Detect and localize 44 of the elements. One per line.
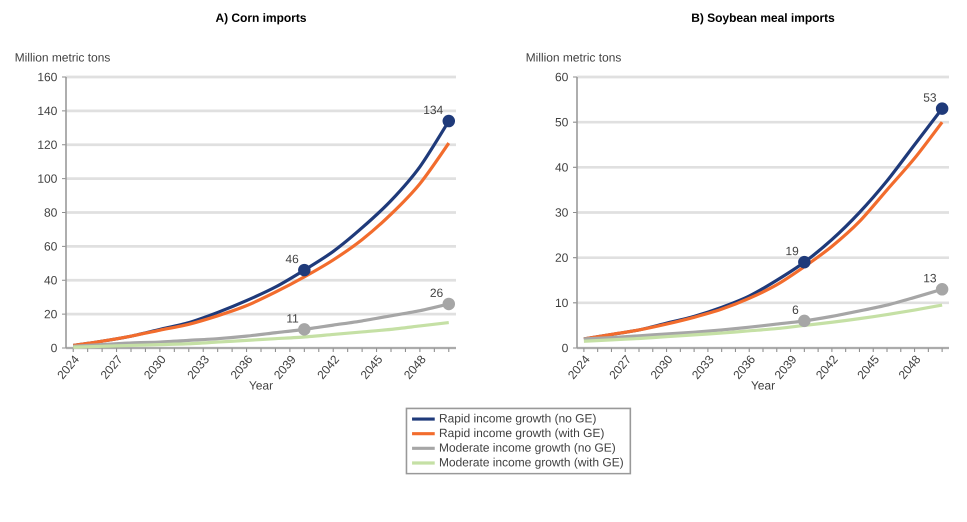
chart-title: A) Corn imports	[216, 13, 306, 24]
y-tick-label: 80	[44, 208, 57, 217]
legend-label: Moderate income growth (no GE)	[440, 443, 615, 454]
point	[798, 314, 811, 328]
line-series	[72, 321, 450, 349]
y-tick-label: 20	[556, 253, 568, 262]
y-tick-label: 0	[562, 344, 568, 352]
data-label: 6	[792, 306, 798, 314]
data-label: 13	[924, 274, 936, 282]
data-label: 26	[430, 288, 443, 298]
line-series	[582, 303, 944, 343]
y-tick-label: 10	[556, 298, 568, 308]
x-axis-title: Year	[751, 381, 775, 390]
chart-title: B) Soybean meal imports	[692, 13, 834, 24]
legend-label: Rapid income growth (no GE)	[440, 414, 596, 425]
y-axis-title: Million metric tons	[16, 52, 110, 62]
y-tick-label: 60	[44, 242, 57, 251]
data-label: 19	[786, 246, 798, 256]
point	[442, 114, 456, 128]
y-tick-label: 120	[38, 140, 57, 149]
legend-label: Moderate income growth (with GE)	[440, 458, 623, 469]
legend-label: Rapid income growth (with GE)	[440, 428, 604, 440]
point	[442, 298, 456, 310]
y-tick-label: 160	[38, 72, 57, 82]
point	[298, 264, 311, 276]
point	[298, 323, 311, 336]
data-label: 46	[286, 254, 298, 264]
y-tick-label: 20	[44, 310, 57, 318]
x-axis-title: Year	[249, 381, 273, 390]
y-tick-label: 50	[556, 118, 568, 126]
data-label: 134	[424, 106, 443, 114]
point	[936, 102, 948, 115]
y-tick-label: 100	[38, 174, 57, 183]
y-tick-label: 30	[555, 208, 568, 217]
y-tick-label: 60	[556, 72, 568, 82]
y-axis-title: Million metric tons	[526, 52, 621, 62]
data-label: 53	[924, 93, 936, 102]
y-tick-label: 140	[38, 106, 57, 116]
point	[798, 256, 811, 268]
y-tick-label: 40	[44, 276, 57, 284]
point	[936, 283, 948, 296]
y-tick-label: 0	[51, 344, 57, 352]
y-tick-label: 40	[555, 163, 568, 172]
data-label: 11	[287, 314, 298, 322]
